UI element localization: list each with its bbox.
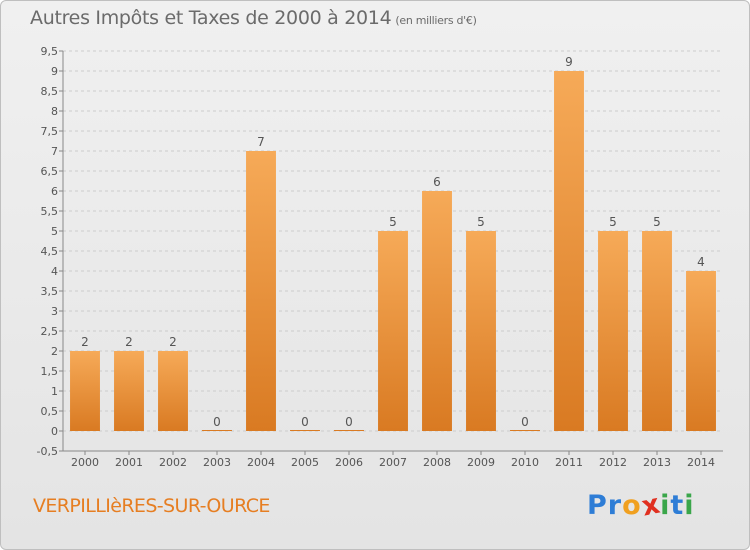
x-tick-label: 2008 [423,456,451,469]
chart-title: Autres Impôts et Taxes de 2000 à 2014 (en… [30,7,477,29]
bar [290,430,320,431]
data-label: 2 [169,335,177,349]
y-tick-label: 2,5 [41,325,59,338]
y-tick-label: -0,5 [37,445,58,458]
logo-letter: r [607,490,623,521]
y-tick-label: 7,5 [41,125,59,138]
bar [466,231,496,431]
data-label: 7 [257,135,265,149]
x-tick-label: 2012 [599,456,627,469]
bar [422,191,452,431]
data-label: 4 [697,255,705,269]
logo-letter: i [660,490,671,521]
bar [334,430,364,431]
y-tick-label: 1,5 [41,365,59,378]
data-label: 2 [125,335,133,349]
y-tick-label: 3 [51,305,58,318]
x-tick-label: 2011 [555,456,583,469]
y-tick-label: 5,5 [41,205,59,218]
subtitle: (en milliers d'€) [395,14,477,27]
bar [114,351,144,431]
x-tick-label: 2009 [467,456,495,469]
data-label: 2 [81,335,89,349]
y-tick-label: 6,5 [41,165,59,178]
logo-letter: i [684,490,695,521]
y-tick-label: 7 [51,145,58,158]
bar [510,430,540,431]
x-tick-label: 2004 [247,456,275,469]
x-tick-label: 2007 [379,456,407,469]
x-tick-label: 2010 [511,456,539,469]
bar [686,271,716,431]
logo-letter: t [670,490,685,521]
bar [158,351,188,431]
y-tick-label: 3,5 [41,285,59,298]
bar [554,71,584,431]
bar [202,430,232,431]
x-tick-label: 2002 [159,456,187,469]
x-tick-label: 2014 [687,456,715,469]
bar [598,231,628,431]
x-tick-label: 2005 [291,456,319,469]
y-tick-label: 9 [51,65,58,78]
proxiti-logo: Proxiti [587,488,695,522]
data-label: 0 [213,415,221,429]
x-tick-label: 2001 [115,456,143,469]
logo-letter: o [622,490,642,521]
data-label: 5 [609,215,617,229]
data-label: 5 [389,215,397,229]
data-label: 9 [565,55,573,69]
title-text: Autres Impôts et Taxes de 2000 à 2014 [30,7,392,29]
data-label: 0 [521,415,529,429]
data-label: 0 [345,415,353,429]
y-tick-label: 8 [51,105,58,118]
data-label: 5 [477,215,485,229]
bar [70,351,100,431]
logo-letter: P [587,490,608,521]
x-tick-label: 2006 [335,456,363,469]
y-tick-label: 4 [51,265,58,278]
data-label: 0 [301,415,309,429]
place-name: VERPILLIèRES-SUR-OURCE [33,495,270,517]
x-tick-label: 2013 [643,456,671,469]
y-tick-label: 6 [51,185,58,198]
bar [246,151,276,431]
data-label: 5 [653,215,661,229]
y-tick-label: 8,5 [41,85,59,98]
y-tick-label: 4,5 [41,245,59,258]
y-tick-label: 5 [51,225,58,238]
y-tick-label: 0 [51,425,58,438]
y-tick-label: 1 [51,385,58,398]
y-tick-label: 2 [51,345,58,358]
bar [378,231,408,431]
y-tick-label: 0,5 [41,405,59,418]
y-tick-label: 9,5 [41,45,59,58]
data-label: 6 [433,175,441,189]
x-tick-label: 2000 [71,456,99,469]
bar [642,231,672,431]
x-tick-label: 2003 [203,456,231,469]
